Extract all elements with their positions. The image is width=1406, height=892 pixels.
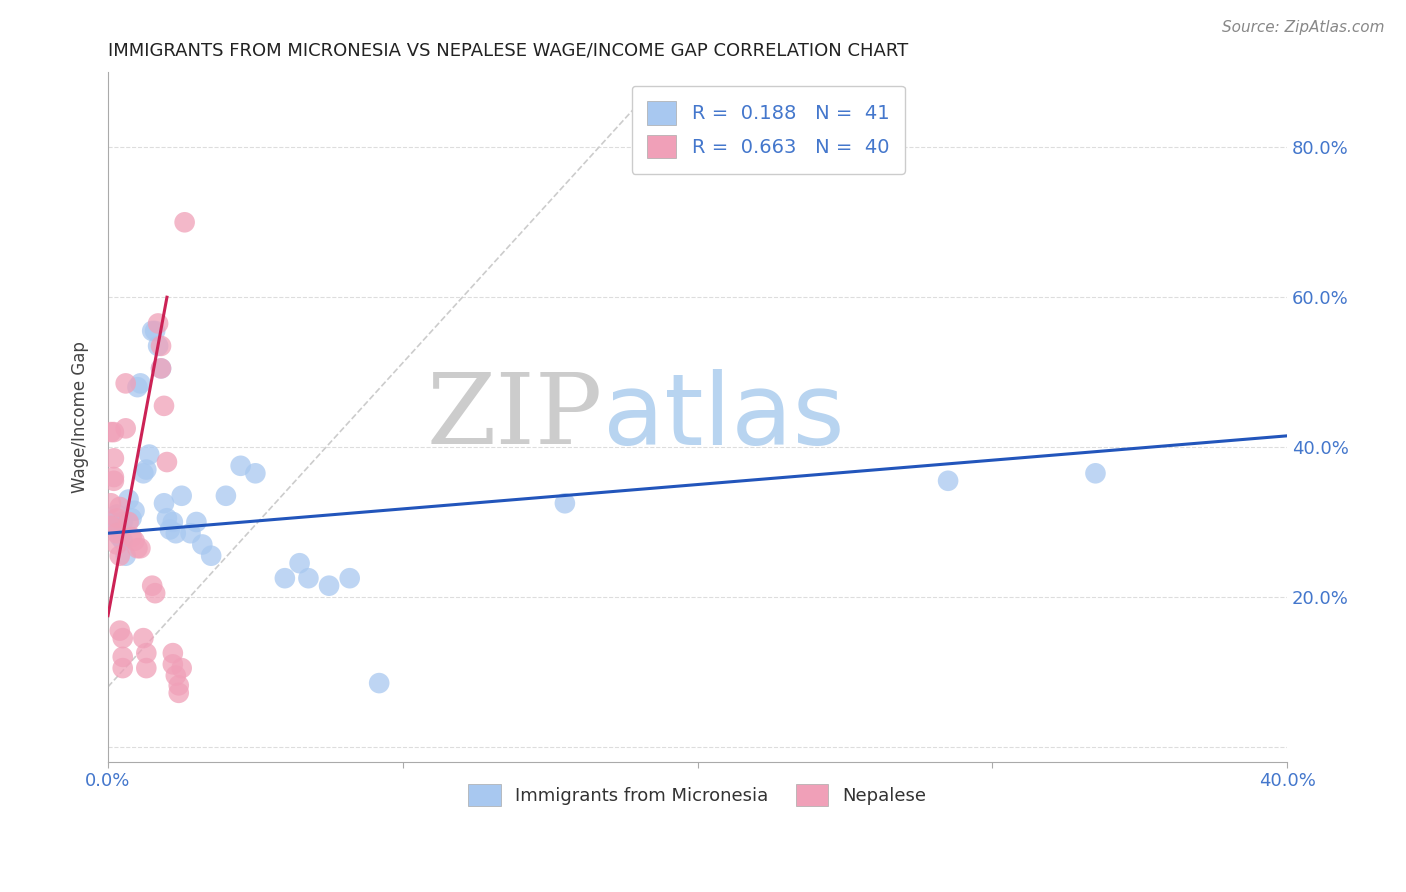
Point — [1084, 467, 1107, 481]
Point — [200, 549, 222, 563]
Point — [150, 361, 173, 376]
Point — [124, 533, 146, 548]
Point — [129, 376, 152, 391]
Point — [170, 489, 193, 503]
Text: atlas: atlas — [603, 368, 845, 466]
Point — [111, 515, 134, 529]
Point — [165, 526, 187, 541]
Point — [127, 541, 149, 556]
Point — [141, 324, 163, 338]
Point — [127, 380, 149, 394]
Point — [108, 530, 131, 544]
Point — [162, 515, 184, 529]
Point — [135, 661, 157, 675]
Point — [156, 511, 179, 525]
Point — [117, 492, 139, 507]
Point — [180, 526, 202, 541]
Point — [124, 504, 146, 518]
Point — [138, 448, 160, 462]
Point — [111, 649, 134, 664]
Point — [121, 530, 143, 544]
Point — [132, 467, 155, 481]
Point — [111, 533, 134, 548]
Text: IMMIGRANTS FROM MICRONESIA VS NEPALESE WAGE/INCOME GAP CORRELATION CHART: IMMIGRANTS FROM MICRONESIA VS NEPALESE W… — [108, 42, 908, 60]
Point — [156, 455, 179, 469]
Point — [129, 541, 152, 556]
Point — [146, 339, 169, 353]
Point — [114, 376, 136, 391]
Point — [103, 518, 125, 533]
Text: ZIP: ZIP — [427, 369, 603, 465]
Point — [936, 474, 959, 488]
Point — [111, 661, 134, 675]
Point — [132, 631, 155, 645]
Point — [135, 646, 157, 660]
Point — [114, 549, 136, 563]
Point — [288, 556, 311, 570]
Point — [105, 508, 128, 522]
Point — [162, 646, 184, 660]
Point — [100, 425, 122, 439]
Point — [114, 421, 136, 435]
Point — [103, 425, 125, 439]
Point — [111, 631, 134, 645]
Point — [135, 462, 157, 476]
Point — [153, 496, 176, 510]
Point — [229, 458, 252, 473]
Point — [146, 317, 169, 331]
Point — [150, 361, 173, 376]
Point — [173, 215, 195, 229]
Point — [339, 571, 361, 585]
Point — [297, 571, 319, 585]
Point — [103, 470, 125, 484]
Point — [170, 661, 193, 675]
Point — [121, 511, 143, 525]
Point — [100, 515, 122, 529]
Point — [141, 579, 163, 593]
Point — [368, 676, 391, 690]
Point — [108, 549, 131, 563]
Point — [191, 537, 214, 551]
Point — [105, 537, 128, 551]
Legend: Immigrants from Micronesia, Nepalese: Immigrants from Micronesia, Nepalese — [460, 775, 935, 814]
Point — [108, 500, 131, 514]
Point — [167, 686, 190, 700]
Point — [274, 571, 297, 585]
Point — [245, 467, 267, 481]
Point — [162, 657, 184, 672]
Point — [100, 496, 122, 510]
Point — [100, 518, 122, 533]
Point — [105, 526, 128, 541]
Point — [186, 515, 208, 529]
Point — [105, 511, 128, 525]
Point — [318, 579, 340, 593]
Point — [108, 624, 131, 638]
Point — [554, 496, 576, 510]
Point — [117, 515, 139, 529]
Point — [167, 678, 190, 692]
Point — [143, 586, 166, 600]
Point — [143, 324, 166, 338]
Point — [153, 399, 176, 413]
Text: Source: ZipAtlas.com: Source: ZipAtlas.com — [1222, 20, 1385, 35]
Point — [103, 451, 125, 466]
Point — [215, 489, 238, 503]
Point — [159, 523, 181, 537]
Y-axis label: Wage/Income Gap: Wage/Income Gap — [72, 341, 89, 493]
Point — [103, 474, 125, 488]
Point — [165, 668, 187, 682]
Point — [150, 339, 173, 353]
